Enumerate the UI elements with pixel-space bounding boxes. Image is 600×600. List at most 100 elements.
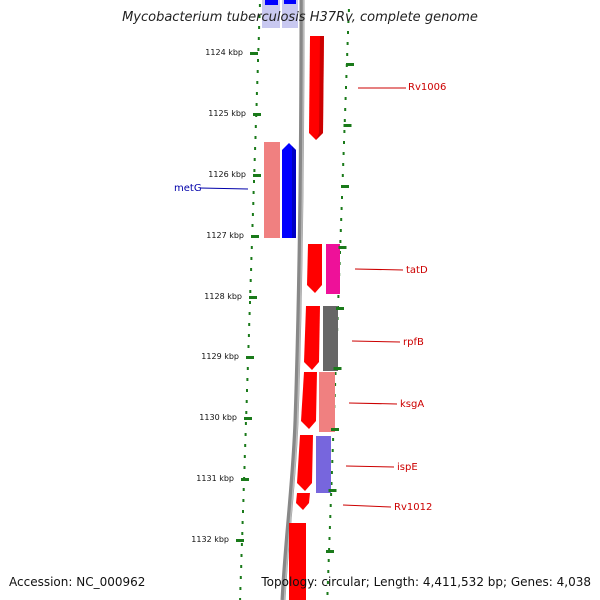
guide-dot [330, 482, 333, 485]
guide-dot [344, 97, 347, 100]
guide-dot [343, 130, 346, 133]
guide-dot [331, 449, 334, 452]
gene-metg-shade [292, 146, 296, 238]
kbp-tick-right [333, 367, 342, 370]
guide-dot [327, 559, 330, 562]
guide-dot [258, 4, 261, 7]
guide-dot [339, 240, 342, 243]
guide-dot [340, 207, 343, 210]
kbp-tick [253, 174, 261, 177]
guide-dot [339, 229, 342, 232]
guide-dot [254, 136, 257, 139]
guide-dot [347, 9, 350, 12]
connector-rpfb [351, 340, 401, 343]
guide-dot [344, 108, 347, 111]
guide-dot [328, 526, 331, 529]
guide-dot [257, 59, 259, 62]
guide-dot [258, 26, 261, 29]
gene-label-ispe[interactable]: ispE [397, 462, 418, 473]
gene-ispe-left [297, 435, 313, 491]
guide-dot [258, 15, 261, 18]
guide-dot [342, 152, 345, 155]
gene-tatd-left [307, 244, 322, 293]
guide-dot [253, 158, 256, 161]
gene-bottom [289, 523, 306, 600]
guide-dot [248, 323, 251, 326]
kbp-tick [250, 52, 258, 55]
guide-dot [242, 488, 245, 491]
guide-dot [250, 246, 253, 249]
gene-label-rv1012[interactable]: Rv1012 [394, 502, 432, 513]
guide-dot [240, 554, 243, 557]
gene-ispe [316, 436, 331, 493]
guide-dot [345, 75, 348, 78]
connector-rv1012 [342, 504, 392, 508]
guide-dot [239, 576, 242, 579]
gene-label-ksga[interactable]: ksgA [400, 399, 424, 410]
guide-dot [257, 37, 260, 40]
guide-dot [244, 433, 247, 436]
guide-dot [242, 499, 245, 502]
guide-dot [241, 521, 244, 524]
guide-dot [244, 444, 247, 447]
gene-label-rv1006[interactable]: Rv1006 [408, 82, 446, 93]
guide-dot [337, 295, 340, 298]
kbp-label: 1128 kbp [204, 292, 242, 301]
kbp-label: 1130 kbp [199, 413, 237, 422]
gene-metg-light [264, 142, 280, 238]
kbp-tick-marks [236, 52, 354, 553]
guide-dot [243, 455, 246, 458]
kbp-label: 1131 kbp [196, 474, 234, 483]
topology-text: Topology: circular; Length: 4,411,532 bp… [261, 575, 591, 589]
guide-dot [245, 400, 248, 403]
gene-rpfb [323, 306, 338, 371]
gene-ksga-left [301, 372, 317, 429]
kbp-label: 1132 kbp [191, 535, 229, 544]
genome-backbone [280, 0, 305, 600]
guide-dot [330, 493, 333, 496]
guide-dot [256, 70, 259, 73]
guide-dot [251, 213, 254, 216]
guide-dot [346, 53, 349, 56]
gene-top-right [284, 0, 296, 4]
guide-dot [244, 422, 247, 425]
guide-dot [345, 86, 347, 89]
guide-dot [255, 92, 258, 95]
guide-dot [239, 598, 242, 600]
guide-dot [334, 372, 337, 375]
kbp-label: 1124 kbp [205, 48, 243, 57]
gene-label-tatd[interactable]: tatD [406, 265, 428, 276]
guide-dot [346, 42, 349, 45]
guide-dot [247, 345, 250, 348]
connector-tatd [354, 268, 404, 271]
guide-dot [329, 515, 332, 518]
guide-dot [327, 570, 330, 573]
gene-tatd [326, 244, 340, 294]
guide-dot [332, 438, 335, 441]
guide-dot [254, 147, 257, 150]
kbp-tick-right [331, 428, 339, 431]
guide-dot [329, 504, 332, 507]
connector-ispe [345, 465, 395, 468]
gene-top-left-light [262, 0, 280, 28]
guide-dot [347, 31, 349, 34]
kbp-label: 1129 kbp [201, 352, 239, 361]
gene-rv1006-shade [316, 36, 324, 140]
gene-label-metg[interactable]: metG [174, 183, 202, 194]
guide-dot [330, 471, 333, 474]
kbp-tick [253, 113, 261, 116]
gene-top-right-light [282, 0, 298, 28]
guide-dot [343, 141, 345, 144]
guide-dot [239, 587, 242, 590]
guide-dot [341, 196, 343, 199]
guide-dot [250, 257, 253, 260]
guide-dot [246, 378, 249, 381]
guide-dot [240, 565, 243, 568]
kbp-label: 1126 kbp [208, 170, 246, 179]
gene-label-rpfb[interactable]: rpfB [403, 337, 424, 348]
gene-rpfb-left [304, 306, 320, 370]
guide-dot [326, 592, 329, 595]
guide-dot [256, 81, 259, 84]
guide-dot [347, 20, 350, 23]
guide-dot [334, 383, 337, 386]
